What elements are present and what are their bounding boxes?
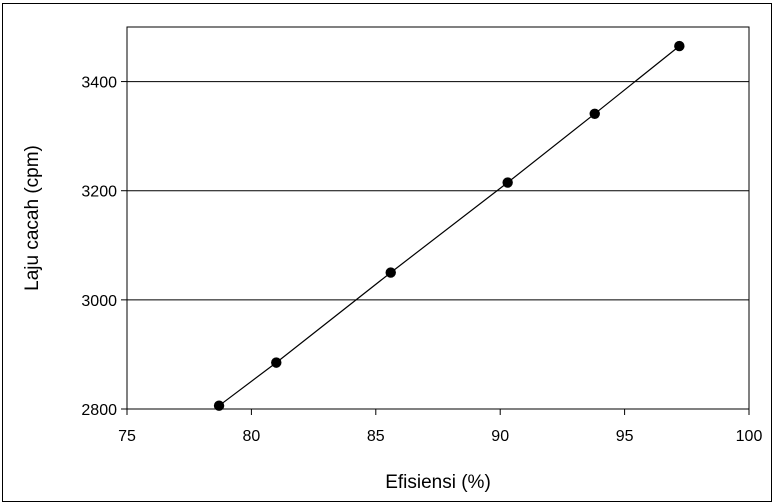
data-point-2 <box>385 267 396 278</box>
data-point-4 <box>589 108 600 119</box>
grid-lines <box>127 81 749 301</box>
y-axis: 2800 3000 3200 3400 <box>81 75 127 419</box>
chart-frame <box>2 3 772 502</box>
data-points <box>213 40 685 411</box>
data-point-0 <box>213 400 225 411</box>
y-tick-label-3400: 3400 <box>81 75 117 92</box>
data-point-1 <box>271 357 282 368</box>
x-tick-label-90: 90 <box>491 428 509 445</box>
x-axis: 75 80 85 90 95 100 <box>118 409 762 445</box>
x-tick-label-100: 100 <box>736 428 763 445</box>
data-point-3 <box>502 177 513 188</box>
y-axis-title: Laju cacah (cpm) <box>22 145 43 291</box>
y-tick-label-3000: 3000 <box>81 293 117 310</box>
x-tick-label-80: 80 <box>243 428 261 445</box>
series-line <box>218 45 680 407</box>
data-point-5 <box>674 40 685 52</box>
x-tick-label-95: 95 <box>616 428 634 445</box>
y-tick-label-3200: 3200 <box>81 184 117 201</box>
x-axis-title: Efisiensi (%) <box>385 472 491 493</box>
x-tick-label-85: 85 <box>367 428 385 445</box>
plot-area <box>126 26 750 410</box>
y-tick-label-2800: 2800 <box>81 402 117 419</box>
x-tick-label-75: 75 <box>118 428 136 445</box>
